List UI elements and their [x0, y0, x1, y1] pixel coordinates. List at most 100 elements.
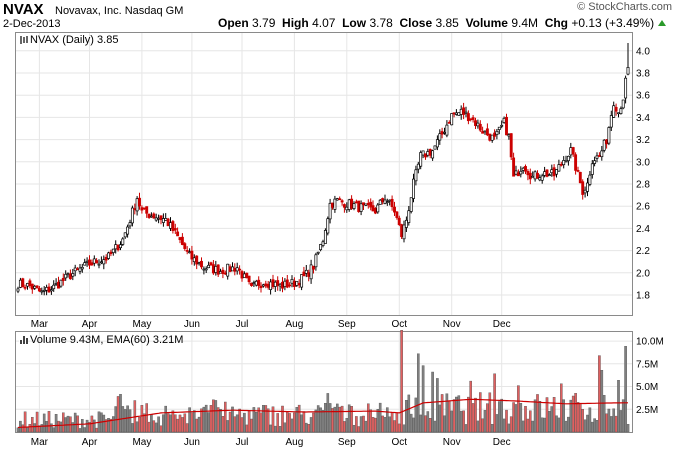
- volume-bar: [338, 406, 342, 433]
- candle-body: [152, 213, 156, 219]
- volume-bar: [462, 410, 465, 433]
- volume-bar: [581, 409, 584, 433]
- volume-bar: [357, 426, 361, 433]
- volume-bar: [166, 413, 170, 433]
- volume-bar: [176, 418, 179, 433]
- volume-bar: [467, 396, 470, 433]
- candle-body: [97, 263, 101, 266]
- candle-body: [581, 181, 585, 195]
- volume-bar: [512, 402, 515, 433]
- candle-body: [409, 197, 413, 212]
- candle-body: [443, 132, 446, 134]
- volume-bar: [440, 394, 444, 433]
- volume-bar: [428, 418, 432, 433]
- candle-body: [531, 175, 535, 178]
- volume-bars: [16, 330, 630, 433]
- price-x-tick-label: May: [132, 319, 151, 330]
- volume-bar: [212, 399, 215, 433]
- candle-body: [161, 218, 165, 223]
- volume-bar: [221, 416, 225, 433]
- volume-bar: [500, 398, 504, 433]
- candle-body: [107, 252, 110, 259]
- volume-bar: [598, 355, 601, 433]
- volume-bar: [293, 412, 296, 433]
- candle-body: [290, 279, 294, 284]
- volume-bar: [31, 417, 34, 433]
- candle-body: [450, 113, 454, 126]
- candle-body: [614, 106, 618, 112]
- candle-body: [471, 117, 475, 120]
- candle-body: [171, 221, 175, 231]
- candle-body: [490, 134, 494, 141]
- candle-body: [130, 207, 134, 224]
- candle-body: [252, 282, 256, 284]
- volume-bar: [59, 421, 63, 433]
- candle-body: [92, 258, 96, 264]
- volume-bar: [271, 406, 275, 433]
- candle-body: [402, 224, 406, 240]
- candle-body: [340, 200, 344, 203]
- candle-body: [528, 172, 532, 180]
- volume-bar: [88, 422, 91, 433]
- volume-bar: [452, 399, 456, 433]
- volume-bar: [486, 403, 489, 433]
- candle-body: [619, 108, 623, 114]
- candle-body: [30, 283, 34, 290]
- candle-body: [302, 271, 306, 277]
- candle-body: [602, 139, 606, 151]
- copyright-text[interactable]: © StockCharts.com: [577, 1, 672, 13]
- candle-body: [138, 197, 141, 207]
- volume-bar: [305, 422, 308, 433]
- price-y-tick-label: 3.2: [636, 135, 650, 146]
- low-value: 3.78: [369, 16, 393, 30]
- candle-body: [366, 202, 370, 206]
- candle-body: [454, 112, 458, 115]
- candle-body: [197, 262, 201, 265]
- volume-bar: [243, 412, 246, 433]
- candle-body: [269, 281, 273, 290]
- candle-body: [495, 130, 499, 135]
- volume-legend-glyph: [20, 336, 28, 344]
- volume-bar: [493, 373, 496, 433]
- candle-body: [185, 250, 189, 252]
- volume-bar: [481, 418, 484, 433]
- candle-body: [552, 167, 556, 177]
- candle-body: [571, 147, 575, 155]
- high-value: 4.07: [312, 16, 336, 30]
- candle-body: [452, 112, 456, 115]
- volume-bar: [119, 394, 122, 433]
- volume-bar: [240, 417, 244, 433]
- volume-bar: [197, 416, 201, 433]
- ticker-symbol: NVAX: [3, 1, 44, 18]
- candle-body: [85, 260, 89, 263]
- volume-bar: [345, 418, 349, 433]
- volume-bar: [347, 404, 351, 433]
- low-label: Low: [342, 16, 367, 30]
- candle-body: [37, 288, 41, 292]
- candle-body: [166, 218, 170, 227]
- price-y-tick-label: 2.6: [636, 202, 650, 213]
- volume-bar: [107, 418, 110, 433]
- candle-body: [233, 268, 237, 272]
- candle-body: [216, 264, 220, 275]
- price-y-tick-label: 3.0: [636, 157, 650, 168]
- candle-body: [273, 281, 277, 287]
- volume-bar: [531, 420, 534, 433]
- volume-y-tick-label: 7.5M: [636, 359, 658, 370]
- candle-legend-glyph: [20, 36, 28, 44]
- candle-body: [314, 254, 318, 268]
- volume-bar: [290, 418, 294, 433]
- volume-x-tick-label: Dec: [493, 437, 511, 448]
- candle-body: [157, 217, 161, 220]
- volume-bar: [424, 415, 427, 433]
- candle-body: [342, 204, 346, 208]
- volume-bar: [450, 410, 454, 433]
- close-value: 3.85: [435, 16, 459, 30]
- candle-body: [624, 77, 628, 99]
- volume-legend: Volume 9.43M, EMA(60) 3.21M: [19, 334, 183, 346]
- candle-body: [383, 199, 387, 204]
- volume-bar: [111, 416, 115, 433]
- volume-bar: [178, 414, 182, 433]
- candle-body: [292, 280, 296, 287]
- candle-body: [373, 208, 377, 214]
